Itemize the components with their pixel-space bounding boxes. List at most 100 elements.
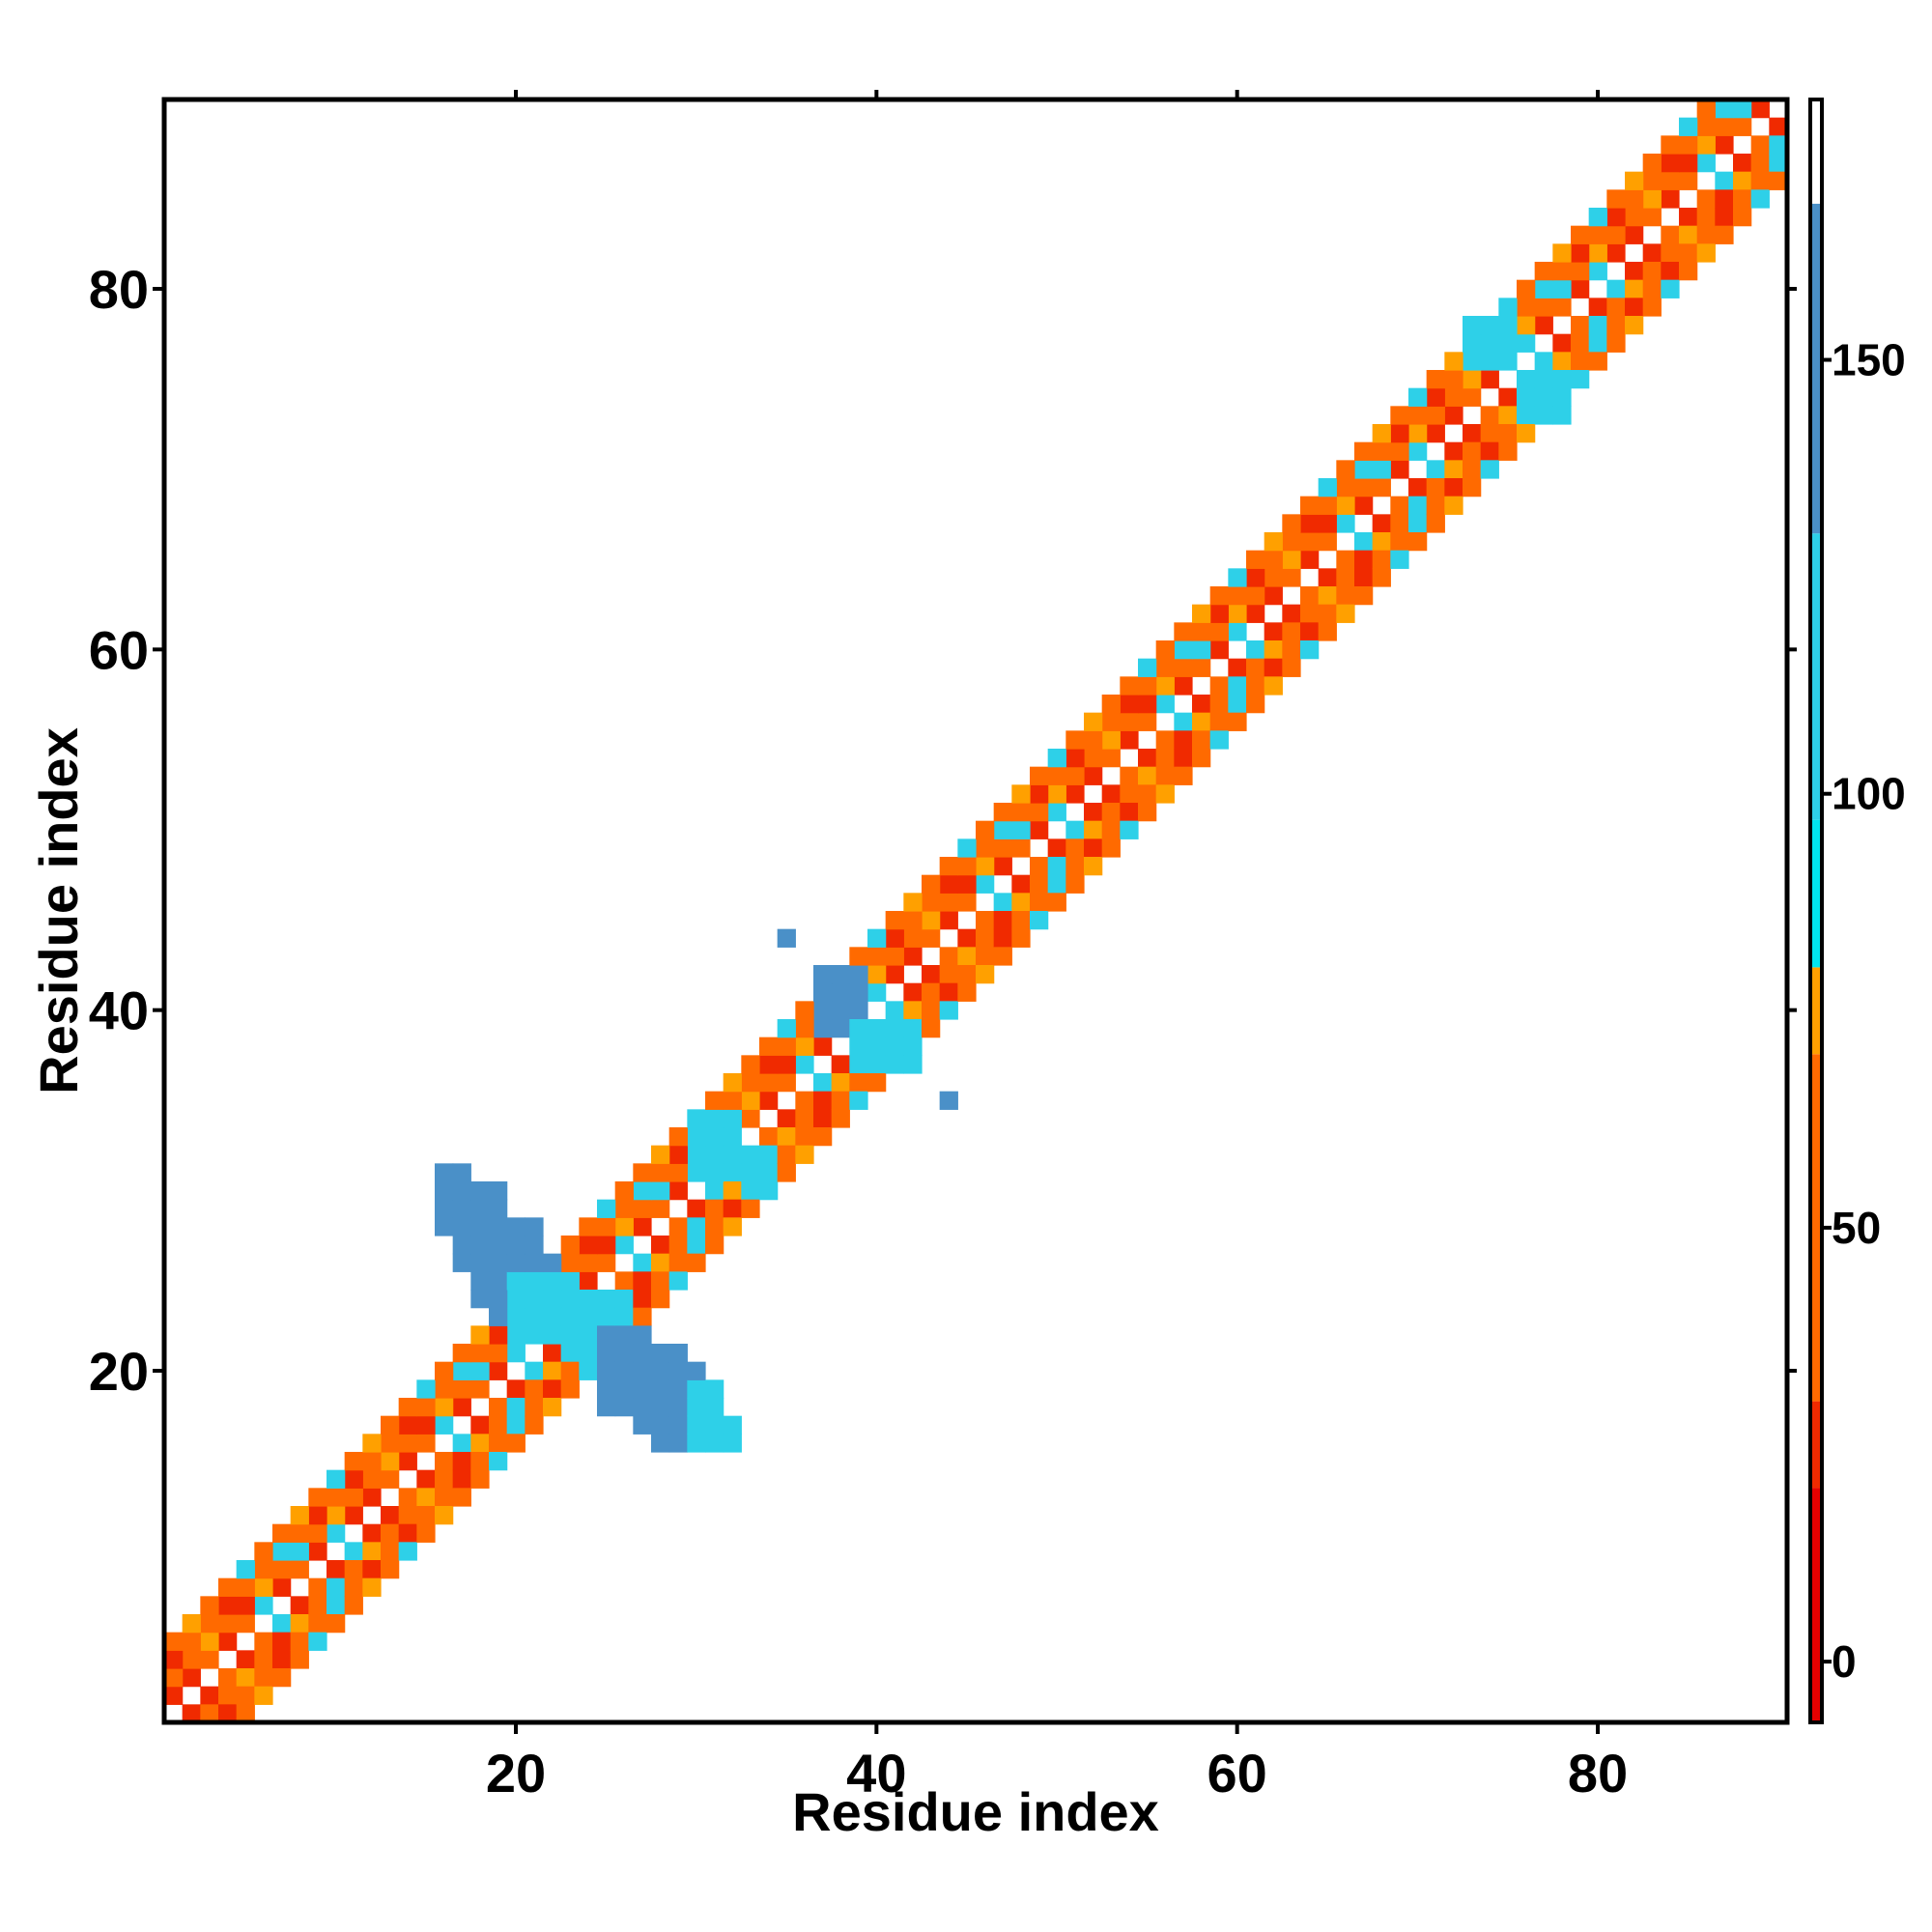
heatmap-cell	[993, 893, 1012, 912]
heatmap-cell	[668, 1145, 688, 1164]
heatmap-cell	[506, 1307, 526, 1326]
heatmap-cell	[1715, 171, 1734, 190]
heatmap-cell	[254, 1560, 273, 1579]
colorbar-segment	[1810, 203, 1822, 534]
heatmap-cell	[597, 1199, 616, 1218]
heatmap-cell	[182, 1632, 201, 1651]
heatmap-cell	[1192, 622, 1211, 641]
heatmap-cell	[1480, 316, 1499, 335]
heatmap-cell	[1679, 135, 1698, 155]
heatmap-cell	[922, 928, 941, 948]
heatmap-cell	[903, 928, 923, 948]
heatmap-cell	[903, 1055, 923, 1074]
heatmap-cell	[597, 1253, 616, 1272]
heatmap-cell	[489, 1361, 508, 1380]
heatmap-cell	[1282, 622, 1301, 641]
heatmap-cell	[1463, 441, 1482, 461]
heatmap-cell	[1750, 154, 1770, 173]
heatmap-cell	[633, 1163, 652, 1182]
heatmap-cell	[344, 1452, 363, 1471]
heatmap-cell	[1174, 640, 1193, 660]
heatmap-cell	[1318, 478, 1337, 497]
heatmap-cell	[452, 1217, 471, 1236]
heatmap-cell	[1282, 604, 1301, 623]
heatmap-cell	[668, 1217, 688, 1236]
heatmap-cell	[452, 1488, 471, 1507]
heatmap-cell	[1571, 225, 1590, 244]
heatmap-cell	[1155, 695, 1175, 714]
heatmap-cell	[1696, 99, 1716, 119]
heatmap-cell	[1661, 225, 1680, 244]
heatmap-cell	[489, 1290, 508, 1309]
heatmap-cell	[1606, 279, 1626, 298]
heatmap-cell	[1138, 658, 1157, 677]
heatmap-cell	[723, 1199, 742, 1218]
heatmap-cell	[543, 1290, 562, 1309]
heatmap-cell	[1209, 622, 1229, 641]
heatmap-cell	[1282, 532, 1301, 552]
heatmap-cell	[1174, 766, 1193, 785]
heatmap-cell	[939, 982, 958, 1002]
heatmap-cell	[470, 1325, 490, 1345]
heatmap-cell	[381, 1469, 400, 1489]
heatmap-cell	[398, 1434, 417, 1453]
heatmap-cell	[705, 1181, 724, 1201]
heatmap-cell	[1101, 784, 1121, 804]
heatmap-cell	[1354, 478, 1374, 497]
heatmap-cell	[1354, 460, 1374, 479]
heatmap-cell	[1101, 712, 1121, 731]
heatmap-cell	[435, 1506, 454, 1525]
heatmap-cell	[1336, 478, 1355, 497]
heatmap-cell	[1065, 784, 1085, 804]
heatmap-cell	[254, 1668, 273, 1688]
heatmap-cell	[1101, 730, 1121, 750]
heatmap-cell	[1282, 514, 1301, 533]
colorbar-segment	[1810, 1488, 1822, 1722]
heatmap-cell	[1138, 766, 1157, 785]
heatmap-cell	[1390, 514, 1409, 533]
heatmap-cell	[993, 911, 1012, 930]
heatmap-cell	[1318, 532, 1337, 552]
heatmap-cell	[1264, 658, 1283, 677]
heatmap-cell	[1480, 406, 1499, 425]
heatmap-cell	[525, 1361, 544, 1380]
heatmap-cell	[1552, 352, 1572, 371]
heatmap-cell	[668, 1434, 688, 1453]
heatmap-cell	[362, 1434, 382, 1453]
heatmap-cell	[1372, 568, 1391, 587]
heatmap-cell	[1588, 208, 1607, 227]
heatmap-cell	[1372, 550, 1391, 569]
heatmap-cell	[1498, 316, 1518, 335]
heatmap-cell	[560, 1361, 580, 1380]
heatmap-cell	[687, 1217, 706, 1236]
heatmap-cell	[1084, 730, 1103, 750]
heatmap-cell	[1588, 298, 1607, 317]
heatmap-cell	[1463, 424, 1482, 443]
heatmap-cell	[327, 1560, 346, 1579]
heatmap-cell	[1715, 189, 1734, 209]
heatmap-cell	[849, 1073, 868, 1093]
heatmap-cell	[236, 1650, 255, 1669]
heatmap-cell	[1625, 298, 1644, 317]
heatmap-cell	[506, 1325, 526, 1345]
heatmap-cell	[614, 1361, 634, 1380]
heatmap-cell	[849, 1019, 868, 1038]
heatmap-cell	[1715, 117, 1734, 136]
heatmap-cell	[705, 1091, 724, 1110]
heatmap-cell	[1300, 532, 1320, 552]
heatmap-cell	[1138, 695, 1157, 714]
heatmap-cell	[1390, 406, 1409, 425]
heatmap-cell	[1155, 784, 1175, 804]
heatmap-cell	[813, 1109, 833, 1128]
heatmap-cell	[668, 1344, 688, 1363]
heatmap-cell	[633, 1344, 652, 1363]
heatmap-cell	[470, 1290, 490, 1309]
heatmap-cell	[867, 928, 887, 948]
heatmap-cell	[579, 1325, 598, 1345]
heatmap-cell	[182, 1614, 201, 1634]
heatmap-cell	[452, 1199, 471, 1218]
heatmap-cell	[452, 1181, 471, 1201]
heatmap-cell	[976, 965, 995, 984]
heatmap-cell	[1011, 874, 1031, 894]
heatmap-cell	[1120, 803, 1139, 822]
